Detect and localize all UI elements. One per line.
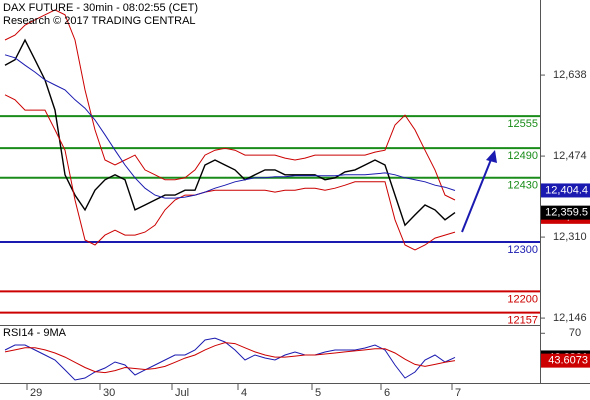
level-label: 12430 — [507, 180, 538, 192]
y-tick-label: 12,310 — [553, 231, 587, 243]
series-line — [4, 9, 456, 201]
price-tag — [541, 183, 590, 198]
x-tick-label: 7 — [455, 387, 461, 399]
level-label: 12555 — [507, 118, 538, 130]
price-tag — [541, 353, 590, 368]
series-line — [4, 54, 456, 199]
x-tick-label: 4 — [241, 387, 247, 399]
x-tick-label: 6 — [384, 387, 390, 399]
y-tick-label: 12,474 — [553, 150, 587, 162]
series-line — [4, 337, 456, 381]
price-tag-label: 12,359.5 — [545, 207, 588, 219]
x-tick-label: Jul — [175, 387, 189, 399]
series-line — [4, 94, 456, 251]
trend-arrow — [461, 156, 493, 233]
price-tag-label: 12,404.4 — [545, 184, 588, 196]
x-tick-label: 30 — [103, 387, 115, 399]
rsi-label: RSI14 - 9MA — [3, 327, 67, 339]
arrow-head — [486, 150, 497, 163]
chart-subtitle: Research © 2017 TRADING CENTRAL — [3, 15, 196, 27]
chart-title: DAX FUTURE - 30min - 08:02:55 (CET) — [3, 2, 198, 14]
x-tick-label: 5 — [315, 387, 321, 399]
plot-layer: 12,638 12,474 12,310 12,146 70 29 30 Jul 4 5 6 7 125… — [0, 9, 590, 399]
series-line — [4, 342, 456, 374]
level-label: 12300 — [507, 244, 538, 256]
x-tick-label: 29 — [30, 387, 42, 399]
level-label: 12200 — [507, 293, 538, 305]
price-tag — [541, 205, 590, 220]
level-label: 12490 — [507, 150, 538, 162]
y-tick-label: 12,146 — [553, 312, 587, 324]
level-label: 12157 — [507, 315, 538, 327]
y-tick-label: 12,638 — [553, 69, 587, 81]
rsi-tick-label: 70 — [569, 327, 581, 339]
series-line — [4, 38, 456, 227]
price-tag-label: 43.6073 — [548, 355, 588, 367]
